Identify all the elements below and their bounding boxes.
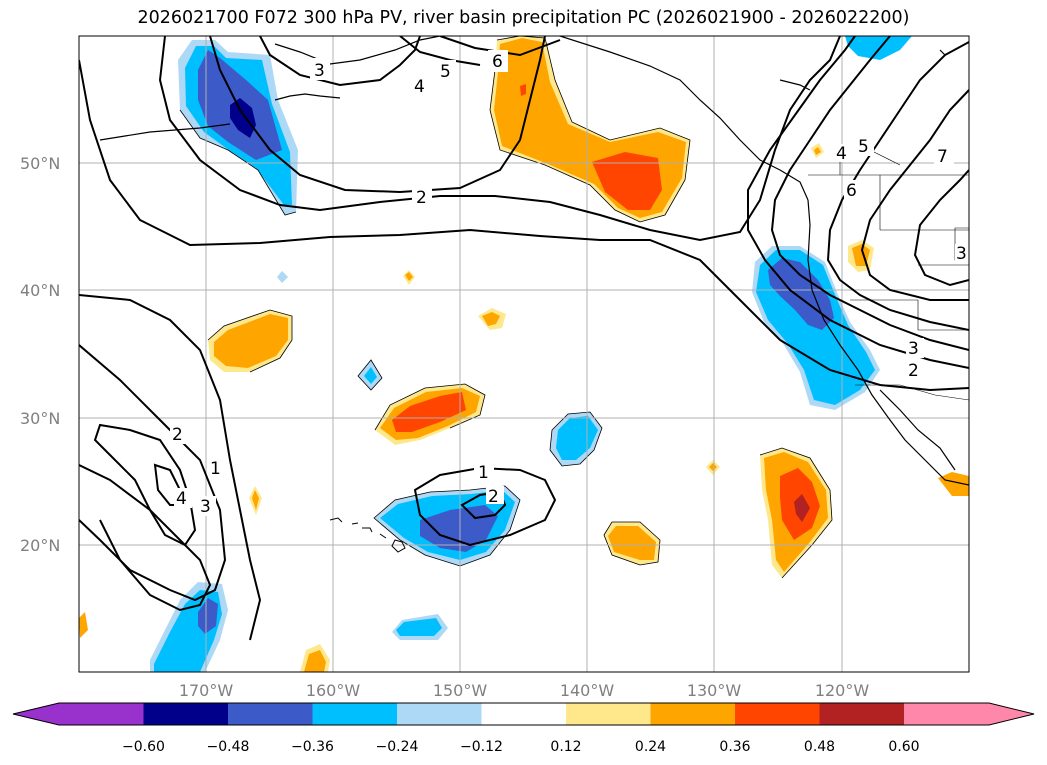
pv-label: 3	[314, 61, 325, 81]
hawaii-islands	[329, 517, 406, 553]
colorbar-bin	[904, 703, 989, 725]
colorbar-extend-low	[13, 703, 59, 725]
colorbar-bin	[143, 703, 228, 725]
colorbar-bin	[312, 703, 397, 725]
colorbar-bin	[650, 703, 735, 725]
graticule	[79, 36, 969, 672]
lat-label: 50°N	[20, 154, 60, 173]
pv-label: 1	[478, 463, 489, 483]
pv-label: 6	[846, 181, 857, 201]
lat-label: 20°N	[20, 536, 60, 555]
latitude-labels: 50°N 40°N 30°N 20°N	[20, 154, 60, 555]
colorbar-tick: −0.60	[122, 739, 165, 755]
lon-label: 140°W	[560, 681, 615, 700]
colorbar-bin	[735, 703, 820, 725]
pv-label: 4	[414, 77, 425, 97]
lon-label: 160°W	[306, 681, 361, 700]
colorbar-tick: −0.48	[207, 739, 250, 755]
colorbar-bin	[566, 703, 651, 725]
pv-label: 2	[416, 188, 427, 208]
pv-label: 2	[908, 361, 919, 381]
longitude-labels: 170°W 160°W 150°W 140°W 130°W 120°W	[179, 681, 870, 700]
colorbar-tick: 0.12	[550, 739, 581, 755]
pv-label: 5	[440, 62, 451, 82]
pv-label: 6	[492, 52, 503, 72]
coastlines	[99, 36, 969, 486]
colorbar-tick: −0.12	[460, 739, 503, 755]
colorbar-extend-high	[989, 703, 1034, 725]
pv-label: 3	[200, 497, 211, 517]
pv-label: 1	[210, 459, 221, 479]
colorbar-bin	[59, 703, 144, 725]
colorbar-bin	[228, 703, 313, 725]
pv-contours	[79, 36, 969, 641]
colorbar-bin	[397, 703, 482, 725]
precip-outlines	[179, 36, 833, 579]
pv-label: 3	[908, 339, 919, 359]
pv-label: 4	[176, 489, 187, 509]
pv-label: 2	[488, 487, 499, 507]
lon-label: 170°W	[179, 681, 234, 700]
lat-label: 30°N	[20, 409, 60, 428]
pv-label: 3	[956, 244, 967, 264]
colorbar-tick: −0.24	[376, 739, 419, 755]
map-frame	[78, 35, 970, 673]
lon-label: 150°W	[433, 681, 488, 700]
colorbar-bin	[481, 703, 566, 725]
map-title: 2026021700 F072 300 hPa PV, river basin …	[137, 8, 910, 28]
colorbar-tick: 0.48	[804, 739, 835, 755]
lat-label: 40°N	[20, 281, 60, 300]
pv-label: 2	[172, 425, 183, 445]
colorbar-tick: −0.36	[291, 739, 334, 755]
colorbar-tick: 0.24	[635, 739, 666, 755]
colorbar-tick: 0.60	[888, 739, 919, 755]
map-area: 2 3 4 5 6 1 2 2 1 3 4 7 5 4	[79, 36, 969, 672]
colorbar-bin	[819, 703, 904, 725]
lon-label: 120°W	[815, 681, 870, 700]
pv-label: 5	[858, 137, 869, 157]
colorbar-ticks: −0.60 −0.48 −0.36 −0.24 −0.12 0.12 0.24 …	[122, 739, 920, 755]
colorbar: −0.60 −0.48 −0.36 −0.24 −0.12 0.12 0.24 …	[12, 702, 1035, 755]
pv-contour-labels: 2 3 4 5 6 1 2 2 1 3 4 7 5 4	[170, 50, 969, 517]
pv-label: 7	[937, 147, 948, 167]
pv-label: 4	[836, 144, 847, 164]
lon-label: 130°W	[687, 681, 742, 700]
colorbar-tick: 0.36	[719, 739, 750, 755]
